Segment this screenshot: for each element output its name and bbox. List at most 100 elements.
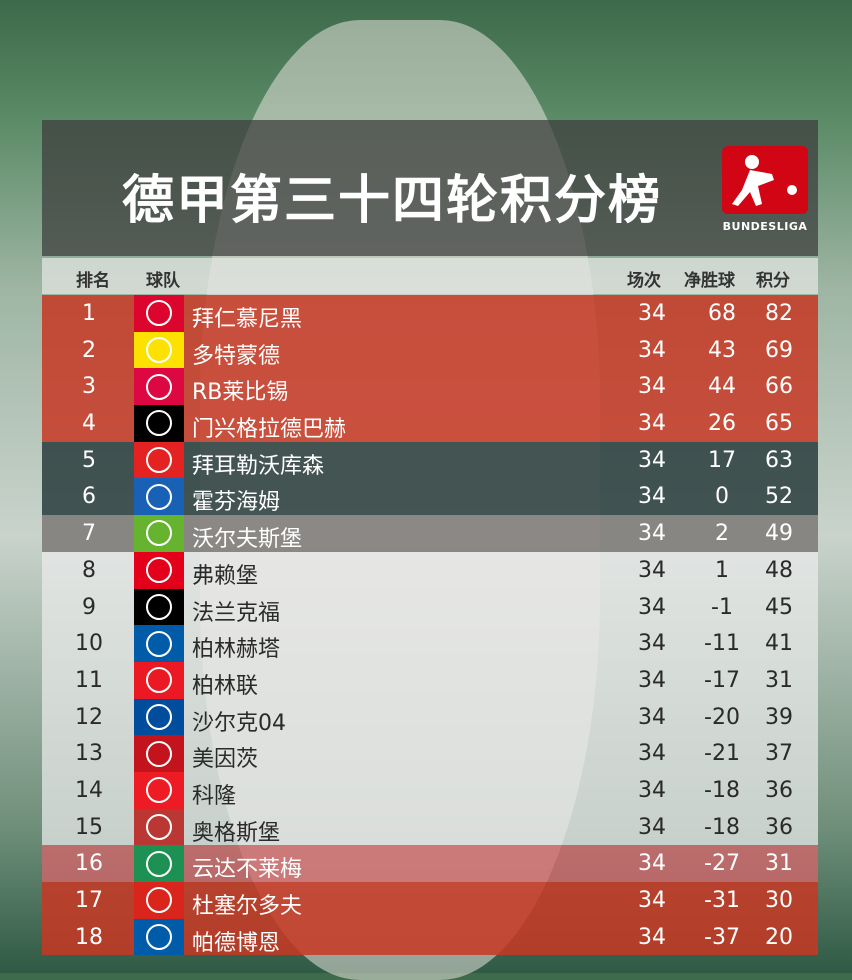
team-badge — [134, 625, 184, 662]
points: 52 — [765, 484, 793, 510]
rank: 4 — [82, 411, 96, 437]
rank: 16 — [75, 851, 103, 877]
team-badge — [134, 331, 184, 369]
table-row: 11 柏林联 34 -17 31 — [42, 661, 818, 699]
points: 30 — [765, 888, 793, 913]
goal-difference: -1 — [711, 594, 733, 620]
goal-difference: 68 — [708, 301, 736, 326]
rank: 9 — [82, 594, 96, 620]
rank: 7 — [82, 521, 96, 547]
played: 34 — [638, 594, 666, 620]
table-row: 12 沙尔克04 34 -20 39 — [42, 698, 818, 736]
team-badge — [134, 478, 184, 516]
leverkusen-crest-icon — [146, 447, 172, 474]
table-row: 10 柏林赫塔 34 -11 41 — [42, 625, 818, 662]
table-row: 13 美因茨 34 -21 37 — [42, 735, 818, 772]
wolfsburg-crest-icon — [146, 520, 172, 547]
team-badge — [134, 588, 184, 626]
rank: 15 — [75, 814, 103, 840]
team-name: 多特蒙德 — [192, 343, 281, 369]
points: 48 — [765, 557, 793, 583]
bvb-crest-icon — [146, 337, 172, 364]
header-points: 积分 — [756, 271, 790, 291]
frankfurt-crest-icon — [146, 593, 172, 620]
points: 82 — [765, 301, 793, 326]
team-badge — [134, 771, 184, 809]
team-badge — [134, 551, 184, 589]
page-title: 德甲第三十四轮积分榜 — [121, 171, 662, 231]
team-name: 美因茨 — [192, 747, 259, 773]
team-name: 拜耳勒沃库森 — [192, 453, 325, 479]
team-badge — [134, 661, 184, 699]
table-row: 16 云达不莱梅 34 -27 31 — [42, 845, 818, 882]
freiburg-crest-icon — [146, 557, 172, 584]
augsburg-crest-icon — [146, 813, 172, 840]
team-badge — [134, 735, 184, 772]
team-name: 杜塞尔多夫 — [192, 894, 303, 919]
team-badge — [134, 698, 184, 736]
played: 34 — [638, 888, 666, 913]
team-name: 云达不莱梅 — [192, 857, 303, 883]
goal-difference: 2 — [715, 521, 729, 547]
played: 34 — [638, 337, 666, 363]
team-badge — [134, 441, 184, 479]
team-name: 帕德博恩 — [192, 930, 281, 956]
team-badge — [134, 882, 184, 919]
team-name: 门兴格拉德巴赫 — [192, 417, 347, 443]
points: 36 — [765, 777, 793, 803]
rank: 2 — [82, 337, 96, 363]
points: 36 — [765, 814, 793, 840]
points: 49 — [765, 521, 793, 547]
goal-difference: 0 — [715, 484, 729, 510]
header-team: 球队 — [146, 271, 180, 291]
goal-difference: -20 — [704, 704, 740, 730]
team-badge — [134, 845, 184, 882]
table-header: 排名 球队 场次 净胜球 积分 — [42, 258, 818, 294]
points: 39 — [765, 704, 793, 730]
played: 34 — [638, 374, 666, 400]
table-row: 6 霍芬海姆 34 0 52 — [42, 478, 818, 515]
rank: 18 — [75, 924, 103, 950]
goal-difference: -31 — [704, 888, 740, 913]
bayern-crest-icon — [146, 300, 172, 327]
played: 34 — [638, 814, 666, 840]
schalke-crest-icon — [146, 703, 172, 730]
team-badge — [134, 918, 184, 956]
header-played: 场次 — [627, 271, 661, 291]
played: 34 — [638, 741, 666, 767]
hoffenheim-crest-icon — [146, 483, 172, 510]
team-badge — [134, 405, 184, 442]
points: 31 — [765, 667, 793, 693]
goal-difference: 1 — [715, 557, 729, 583]
table-row: 5 拜耳勒沃库森 34 17 63 — [42, 441, 818, 479]
table-row: 3 RB莱比锡 34 44 66 — [42, 368, 818, 405]
goal-difference: -27 — [704, 851, 740, 877]
table-row: 1 拜仁慕尼黑 34 68 82 — [42, 295, 818, 332]
rank: 3 — [82, 374, 96, 400]
goal-difference: -18 — [704, 814, 740, 840]
union-berlin-crest-icon — [146, 667, 172, 694]
goal-difference: 26 — [708, 411, 736, 437]
bundesliga-player-icon — [722, 146, 808, 214]
rb-leipzig-crest-icon — [146, 373, 172, 400]
goal-difference: 17 — [708, 447, 736, 473]
rank: 13 — [75, 741, 103, 767]
bundesliga-logo-text: BUNDESLIGA — [722, 220, 808, 233]
goal-difference: 43 — [708, 337, 736, 363]
mainz-crest-icon — [146, 740, 172, 767]
table-row: 7 沃尔夫斯堡 34 2 49 — [42, 515, 818, 552]
goal-difference: -18 — [704, 777, 740, 803]
played: 34 — [638, 631, 666, 657]
table-row: 9 法兰克福 34 -1 45 — [42, 588, 818, 626]
werder-crest-icon — [146, 850, 172, 877]
koln-crest-icon — [146, 777, 172, 804]
played: 34 — [638, 484, 666, 510]
rank: 5 — [82, 447, 96, 473]
table-row: 14 科隆 34 -18 36 — [42, 771, 818, 809]
rank: 17 — [75, 888, 103, 913]
table-row: 17 杜塞尔多夫 34 -31 30 — [42, 882, 818, 919]
team-badge — [134, 808, 184, 846]
points: 66 — [765, 374, 793, 400]
goal-difference: -21 — [704, 741, 740, 767]
rank: 8 — [82, 557, 96, 583]
